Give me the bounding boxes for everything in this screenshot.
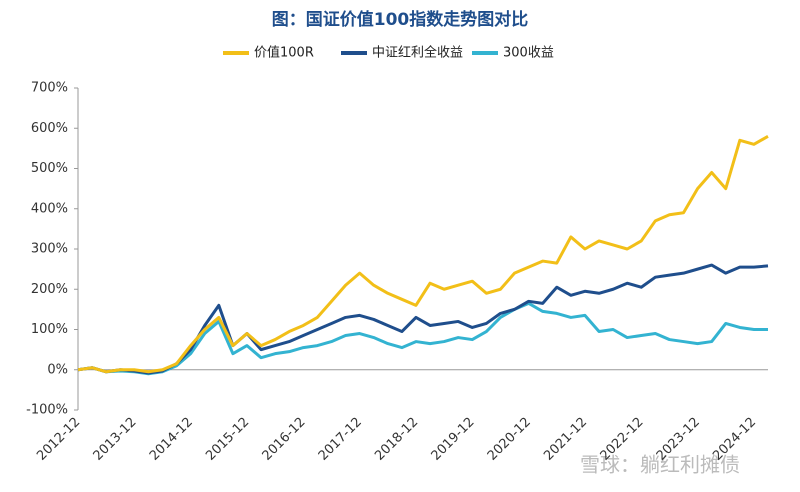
series-line <box>77 301 768 376</box>
x-tick-label: 2017-12 <box>316 415 365 464</box>
y-tick-label: 400% <box>31 201 68 216</box>
y-tick-label: -100% <box>26 403 68 418</box>
series-line <box>77 134 769 374</box>
x-tick-label: 2013-12 <box>91 415 140 464</box>
chart-title: 图：国证价值100指数走势图对比 <box>272 9 529 30</box>
series-line <box>77 263 769 375</box>
x-tick-label: 2014-12 <box>147 415 196 464</box>
x-tick-label: 2016-12 <box>260 415 309 464</box>
y-tick-label: 0% <box>47 362 68 377</box>
y-tick-label: 300% <box>31 242 68 257</box>
legend-label: 中证红利全收益 <box>372 45 463 61</box>
y-tick-label: 700% <box>31 81 68 96</box>
y-tick-label: 600% <box>31 121 68 136</box>
legend-label: 300收益 <box>503 46 554 61</box>
x-tick-label: 2019-12 <box>429 415 478 464</box>
y-tick-label: 200% <box>31 282 68 297</box>
x-tick-label: 2012-12 <box>34 415 83 464</box>
watermark: 雪球：躺红利摊债 <box>580 453 740 477</box>
y-tick-label: 100% <box>31 322 68 337</box>
x-tick-label: 2018-12 <box>372 415 421 464</box>
x-tick-label: 2020-12 <box>485 415 534 464</box>
legend-label: 价值100R <box>254 45 314 61</box>
y-tick-label: 500% <box>31 161 68 176</box>
x-tick-label: 2015-12 <box>203 415 252 464</box>
